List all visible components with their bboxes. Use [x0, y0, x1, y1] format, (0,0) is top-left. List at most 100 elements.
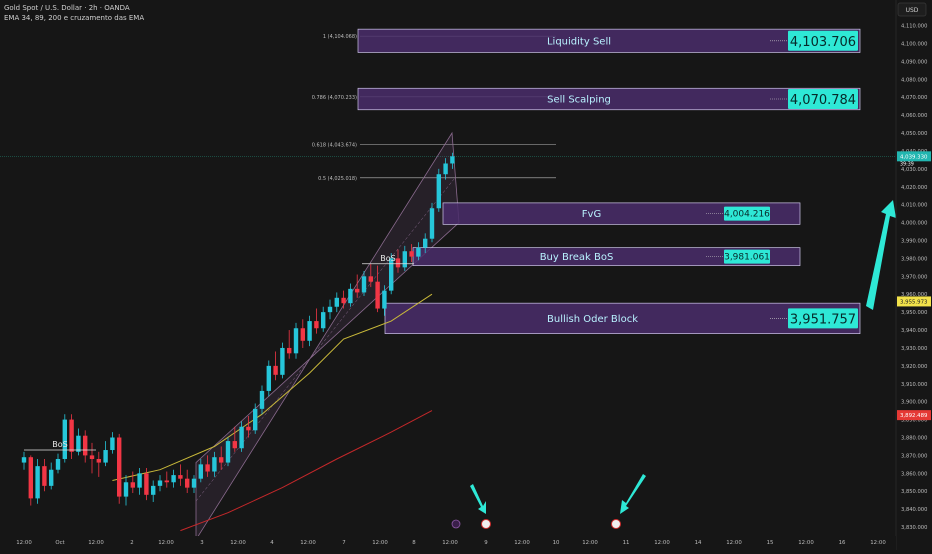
candle: [164, 480, 169, 483]
time-tick-label: 12:00: [372, 540, 388, 546]
candle: [144, 473, 149, 495]
candle: [21, 457, 27, 463]
bos-label: BoS: [52, 440, 67, 449]
candle: [185, 478, 190, 488]
candle: [287, 347, 292, 354]
zone-label: Buy Break BoS: [540, 252, 614, 263]
candle: [327, 306, 333, 313]
time-tick-label: 12:00: [798, 540, 814, 546]
candle: [273, 365, 278, 375]
price-tick-label: 4,060.000: [901, 113, 927, 119]
price-tick-label: 4,020.000: [901, 185, 927, 191]
ema-fast-badge: 3,955.973: [900, 299, 927, 305]
time-tick-label: 10: [553, 540, 560, 546]
time-tick-label: 4: [270, 540, 274, 546]
candle: [423, 238, 428, 248]
zone-price-label: 3,951.757: [790, 312, 856, 327]
time-axis: [0, 536, 896, 550]
time-tick-label: Oct: [55, 540, 64, 546]
price-tick-label: 3,960.000: [901, 292, 927, 298]
price-tick-label: 4,100.000: [901, 41, 927, 47]
candle: [361, 276, 367, 293]
current-price-badge-bg: [897, 151, 931, 162]
zone-box: [442, 202, 801, 225]
indicator-title: EMA 34, 89, 200 e cruzamento das EMA: [4, 14, 145, 22]
candle: [389, 258, 394, 291]
fib-label: 0.786 (4,070.233): [312, 95, 357, 101]
candle: [225, 441, 231, 463]
candle: [28, 457, 33, 499]
candle: [293, 328, 299, 354]
candle: [151, 485, 156, 495]
candle: [348, 288, 353, 304]
candle: [259, 390, 265, 409]
time-tick-label: 12:00: [158, 540, 174, 546]
price-tick-label: 3,880.000: [901, 435, 927, 441]
us-flag-icon: [481, 519, 491, 529]
candle: [307, 321, 312, 341]
candle: [96, 458, 101, 463]
candle: [382, 290, 387, 309]
zone-price-label: 4,004.216: [724, 210, 770, 220]
price-tick-label: 3,950.000: [901, 310, 927, 316]
price-tick-label: 3,980.000: [901, 256, 927, 262]
time-tick-label: 12:00: [726, 540, 742, 546]
zone-price-box: [724, 249, 770, 264]
time-tick-label: 12:00: [442, 540, 458, 546]
event-arrow: [470, 484, 486, 514]
price-tick-label: 3,990.000: [901, 238, 927, 244]
candle: [137, 473, 142, 488]
time-tick-label: 3: [200, 540, 203, 546]
candle: [110, 437, 115, 451]
candle: [246, 426, 251, 431]
zone-box: [357, 87, 861, 111]
candle: [83, 435, 88, 456]
candle: [300, 328, 305, 341]
time-tick-label: 12:00: [870, 540, 886, 546]
candle: [416, 247, 421, 257]
price-tick-label: 4,050.000: [901, 131, 927, 137]
time-tick-label: 9: [484, 540, 488, 546]
ema-slow-badge: 3,892.489: [900, 413, 928, 419]
us-flag-icon: [611, 519, 621, 529]
price-axis: [896, 0, 932, 550]
ema-slow-line: [180, 410, 433, 532]
bos-label: BoS: [380, 254, 395, 263]
price-tick-label: 3,860.000: [901, 471, 927, 477]
projection-arrow: [866, 200, 896, 310]
candle: [212, 457, 217, 472]
candle: [253, 408, 258, 431]
event-arrow: [620, 474, 646, 514]
symbol-title: Gold Spot / U.S. Dollar · 2h · OANDA: [4, 4, 130, 12]
price-tick-label: 3,940.000: [901, 328, 927, 334]
candle: [198, 464, 203, 479]
price-tick-label: 3,970.000: [901, 274, 927, 280]
candle: [314, 321, 319, 329]
candle: [55, 458, 61, 470]
zone-label: FvG: [582, 209, 601, 220]
candle: [409, 251, 414, 257]
current-price-countdown: 39:39: [900, 161, 914, 167]
price-tick-label: 4,000.000: [901, 221, 927, 227]
time-tick-label: 12:00: [582, 540, 598, 546]
time-tick-label: 16: [839, 540, 846, 546]
candle: [191, 478, 197, 488]
time-tick-label: 8: [412, 540, 416, 546]
price-tick-label: 3,910.000: [901, 382, 927, 388]
candle: [239, 426, 244, 449]
zone-label: Bullish Oder Block: [547, 314, 638, 325]
price-tick-label: 4,070.000: [901, 95, 927, 101]
candle: [219, 457, 224, 463]
ema-fast-badge-bg: [897, 296, 931, 307]
zone-price-box: [788, 308, 858, 329]
ema-slow-badge-bg: [897, 410, 931, 421]
time-tick-label: 12:00: [300, 540, 316, 546]
candle: [436, 174, 441, 209]
currency-label: USD: [906, 7, 919, 14]
candle: [334, 297, 339, 307]
time-tick-label: 15: [767, 540, 774, 546]
price-tick-label: 4,080.000: [901, 77, 927, 83]
candle: [89, 455, 95, 459]
